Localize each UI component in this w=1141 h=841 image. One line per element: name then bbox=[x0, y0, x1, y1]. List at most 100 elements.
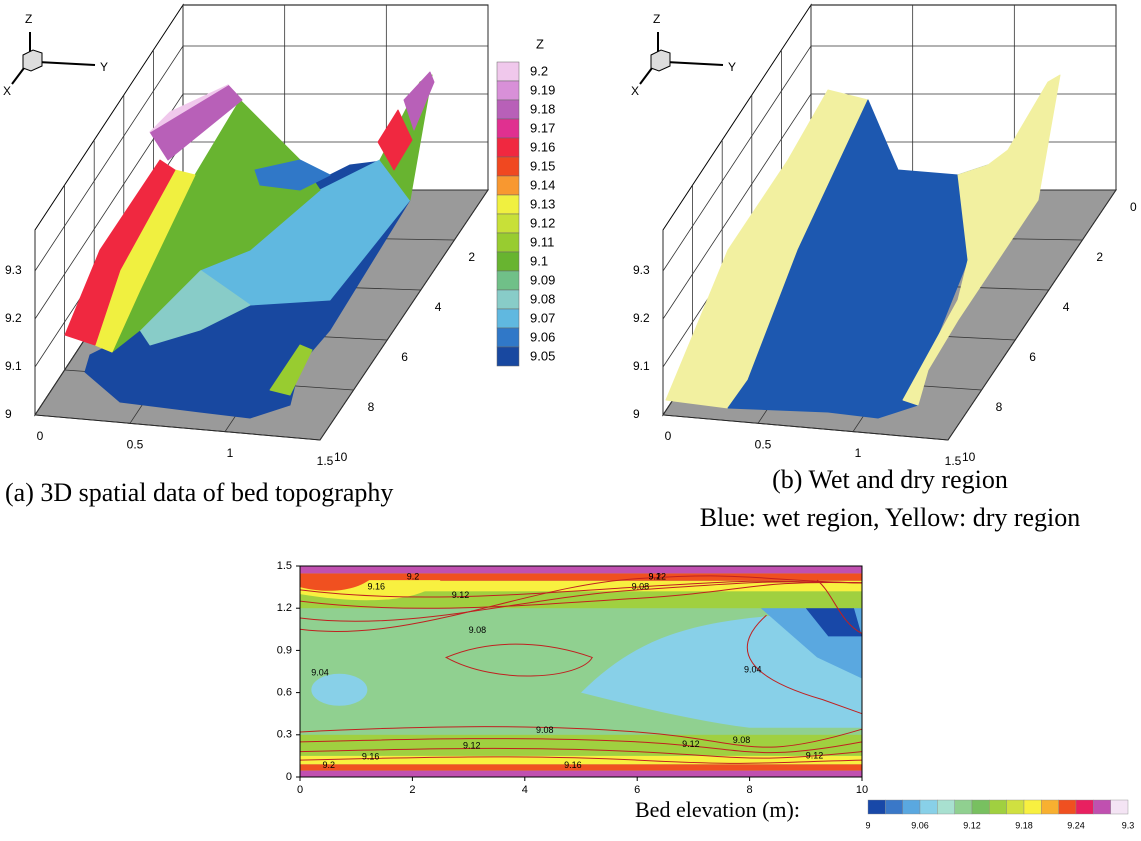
contour-label: 9.16 bbox=[367, 581, 385, 591]
axis-x bbox=[640, 68, 652, 84]
contour-label: 9.08 bbox=[632, 581, 650, 591]
triad-z: Z bbox=[653, 12, 660, 26]
legend-label: 9.2 bbox=[530, 63, 548, 78]
caption-b: (b) Wet and dry region bbox=[772, 465, 1008, 494]
legend-swatch bbox=[497, 62, 519, 81]
top-pink bbox=[300, 566, 862, 573]
y-tick-label: 6 bbox=[1029, 350, 1036, 364]
axis-x bbox=[12, 68, 24, 84]
legend-swatch bbox=[497, 347, 519, 366]
y-tick-label: 6 bbox=[401, 350, 408, 364]
z-tick-label: 9.2 bbox=[5, 311, 22, 325]
legend-label: 9.05 bbox=[530, 348, 555, 363]
triad-cube bbox=[23, 50, 42, 71]
legend-label: 9.16 bbox=[530, 139, 555, 154]
x-tick-label: 1 bbox=[855, 446, 862, 460]
contour-label: 9.12 bbox=[452, 590, 470, 600]
legend-label: 9.08 bbox=[530, 291, 555, 306]
colorbar-swatch bbox=[885, 800, 902, 814]
legend-swatch bbox=[497, 290, 519, 309]
x-tick-label: 0.5 bbox=[755, 438, 772, 452]
colorbar-swatch bbox=[1007, 800, 1024, 814]
colorbar-tick-label: 9.3 bbox=[1122, 820, 1135, 830]
legend-swatch bbox=[497, 252, 519, 271]
legend-swatch bbox=[497, 214, 519, 233]
contour-label: 9.12 bbox=[463, 740, 481, 750]
y-tick-label: 4 bbox=[1063, 300, 1070, 314]
colorbar-swatch bbox=[903, 800, 920, 814]
x-tick-label: 0 bbox=[665, 429, 672, 443]
colorbar-swatch bbox=[868, 800, 885, 814]
contour-label: 9.08 bbox=[733, 735, 751, 745]
legend-title: Z bbox=[536, 36, 544, 51]
y-tick-label: 1.2 bbox=[277, 602, 292, 614]
colorbar-swatch bbox=[989, 800, 1006, 814]
triad-z: Z bbox=[25, 12, 32, 26]
x-tick-label: 0 bbox=[37, 429, 44, 443]
z-tick-label: 9.3 bbox=[5, 263, 22, 277]
colorbar-swatch bbox=[937, 800, 954, 814]
contour-label: 9.08 bbox=[536, 725, 554, 735]
contour-label: 9.12 bbox=[806, 750, 824, 760]
triad-y: Y bbox=[100, 60, 108, 74]
legend-swatch bbox=[497, 138, 519, 157]
colorbar-swatch bbox=[1093, 800, 1110, 814]
legend-label: 9.19 bbox=[530, 82, 555, 97]
contour-label: 9.04 bbox=[744, 664, 762, 674]
legend-swatch bbox=[497, 271, 519, 290]
y-tick-label: 2 bbox=[1096, 250, 1103, 264]
colorbar-swatch bbox=[1111, 800, 1128, 814]
legend-swatch bbox=[497, 176, 519, 195]
y-tick-label: 10 bbox=[962, 450, 976, 464]
legend-label: 9.14 bbox=[530, 177, 555, 192]
triad-y: Y bbox=[728, 60, 736, 74]
triad-x: X bbox=[631, 84, 639, 98]
z-tick-label: 9.1 bbox=[633, 359, 650, 373]
legend-label: 9.13 bbox=[530, 196, 555, 211]
z-tick-label: 9.3 bbox=[633, 263, 650, 277]
x-tick-label: 2 bbox=[409, 784, 415, 796]
colorbar-label: Bed elevation (m): bbox=[635, 797, 800, 822]
x-tick-label: 1 bbox=[227, 446, 234, 460]
y-tick-label: 2 bbox=[468, 250, 475, 264]
x-tick-label: 10 bbox=[856, 784, 868, 796]
colorbar-swatch bbox=[972, 800, 989, 814]
x-tick-label: 1.5 bbox=[945, 454, 962, 468]
y-tick-label: 10 bbox=[334, 450, 348, 464]
legend-swatch bbox=[497, 195, 519, 214]
z-tick-label: 9 bbox=[5, 407, 12, 421]
legend-label: 9.18 bbox=[530, 101, 555, 116]
legend-label: 9.17 bbox=[530, 120, 555, 135]
legend-label: 9.11 bbox=[530, 234, 554, 249]
legend-swatch bbox=[497, 100, 519, 119]
legend-swatch bbox=[497, 119, 519, 138]
legend-label: 9.06 bbox=[530, 329, 555, 344]
colorbar-tick-label: 9.12 bbox=[963, 820, 981, 830]
top-red bbox=[300, 573, 862, 580]
contour-label: 9.2 bbox=[407, 572, 420, 582]
y-tick-label: 8 bbox=[996, 400, 1003, 414]
y-tick-label: 1.5 bbox=[277, 560, 292, 572]
colorbar-swatch bbox=[955, 800, 972, 814]
y-tick-label: 0.6 bbox=[277, 687, 292, 699]
z-tick-label: 9.1 bbox=[5, 359, 22, 373]
contour-label: 9.08 bbox=[469, 625, 487, 635]
colorbar-tick-label: 9 bbox=[865, 820, 870, 830]
contour-label: 9.12 bbox=[682, 739, 700, 749]
colorbar-tick-label: 9.06 bbox=[911, 820, 929, 830]
bottom-pink bbox=[300, 771, 862, 777]
triad-cube bbox=[651, 50, 670, 71]
y-tick-label: 0.9 bbox=[277, 644, 292, 656]
z-tick-label: 9.2 bbox=[633, 311, 650, 325]
legend-label: 9.1 bbox=[530, 253, 548, 268]
legend-label: 9.12 bbox=[530, 215, 555, 230]
legend-label: 9.15 bbox=[530, 158, 555, 173]
x-tick-label: 8 bbox=[747, 784, 753, 796]
x-tick-label: 6 bbox=[634, 784, 640, 796]
y-tick-label: 8 bbox=[368, 400, 375, 414]
contour-label: 9.04 bbox=[311, 667, 329, 677]
cyan-spot bbox=[311, 674, 367, 706]
